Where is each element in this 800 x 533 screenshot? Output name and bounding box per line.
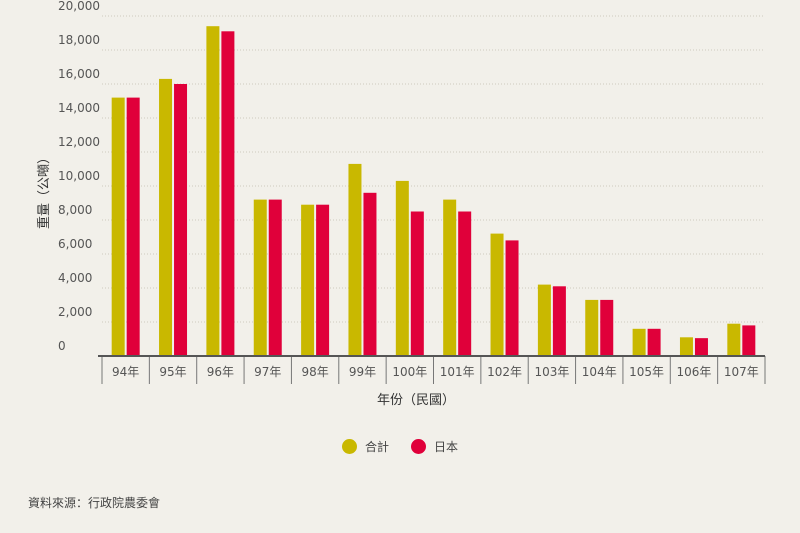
- bar-japan[interactable]: [363, 192, 377, 356]
- bar-japan[interactable]: [552, 286, 566, 356]
- y-tick-label: 14,000: [58, 101, 100, 115]
- bar-total[interactable]: [395, 180, 409, 356]
- x-tick-label: 104年: [582, 365, 617, 379]
- bar-japan[interactable]: [647, 328, 661, 356]
- bar-total[interactable]: [159, 78, 173, 357]
- bar-total[interactable]: [443, 199, 457, 356]
- bar-total[interactable]: [206, 26, 220, 356]
- x-tick-label: 95年: [159, 365, 186, 379]
- bar-japan[interactable]: [268, 199, 282, 356]
- x-tick-label: 94年: [112, 365, 139, 379]
- bar-japan[interactable]: [126, 97, 140, 356]
- bar-total[interactable]: [537, 284, 551, 356]
- bar-total[interactable]: [348, 163, 362, 356]
- bar-japan[interactable]: [458, 211, 472, 357]
- y-tick-label: 16,000: [58, 67, 100, 81]
- x-axis-title: 年份（民國）: [377, 393, 455, 408]
- y-tick-label: 4,000: [58, 271, 92, 285]
- y-axis-ticks: 0 2,000 4,000 6,000 8,000 10,000 12,000 14,000 1…: [58, 0, 100, 353]
- y-tick-label: 0: [58, 339, 66, 353]
- legend: 合計 日本: [0, 438, 800, 455]
- bars: [111, 26, 756, 357]
- y-tick-label: 20,000: [58, 0, 100, 13]
- x-tick-label: 98年: [301, 365, 328, 379]
- x-tick-label: 101年: [440, 365, 475, 379]
- grid-lines: [102, 15, 765, 323]
- x-tick-label: 102年: [487, 365, 522, 379]
- bar-japan[interactable]: [174, 84, 188, 356]
- x-axis: 94年 95年 96年 97年 98年 99年 100年 101年 102年 103年 104年 10…: [98, 355, 766, 384]
- bar-japan[interactable]: [600, 299, 614, 356]
- y-tick-label: 6,000: [58, 237, 92, 251]
- bar-total[interactable]: [679, 337, 693, 356]
- x-tick-label: 96年: [207, 365, 234, 379]
- x-tick-label: 100年: [392, 365, 427, 379]
- bar-total[interactable]: [632, 328, 646, 356]
- bar-chart: 0 2,000 4,000 6,000 8,000 10,000 12,000 14,000 1…: [36, 0, 766, 408]
- legend-item-total[interactable]: 合計: [341, 438, 389, 455]
- x-tick-label: 99年: [349, 365, 376, 379]
- bar-total[interactable]: [585, 299, 599, 356]
- bar-japan[interactable]: [221, 31, 235, 357]
- bar-japan[interactable]: [694, 338, 708, 356]
- bar-total[interactable]: [490, 233, 504, 356]
- bar-total[interactable]: [727, 323, 741, 356]
- y-tick-label: 12,000: [58, 135, 100, 149]
- x-tick-label: 106年: [677, 365, 712, 379]
- y-axis-title: 重量（公噸）: [36, 151, 52, 229]
- legend-label-total: 合計: [364, 440, 389, 454]
- bar-japan[interactable]: [742, 325, 756, 356]
- bar-total[interactable]: [253, 199, 267, 356]
- bar-japan[interactable]: [316, 204, 330, 356]
- y-tick-label: 2,000: [58, 305, 92, 319]
- y-tick-label: 18,000: [58, 33, 100, 47]
- x-tick-label: 105年: [629, 365, 664, 379]
- bar-total[interactable]: [111, 97, 125, 356]
- source-note: 資料來源：行政院農委會: [28, 496, 161, 510]
- bar-japan[interactable]: [410, 211, 424, 357]
- y-tick-label: 8,000: [58, 203, 92, 217]
- legend-swatch-japan: [411, 439, 426, 454]
- x-tick-label: 107年: [724, 365, 759, 379]
- legend-swatch-total: [341, 439, 357, 454]
- legend-label-japan: 日本: [434, 440, 459, 454]
- legend-item-japan[interactable]: 日本: [411, 438, 458, 455]
- bar-total[interactable]: [301, 204, 315, 356]
- x-tick-label: 97年: [254, 365, 281, 379]
- y-tick-label: 10,000: [58, 169, 100, 183]
- x-tick-label: 103年: [534, 365, 569, 379]
- bar-japan[interactable]: [505, 240, 519, 356]
